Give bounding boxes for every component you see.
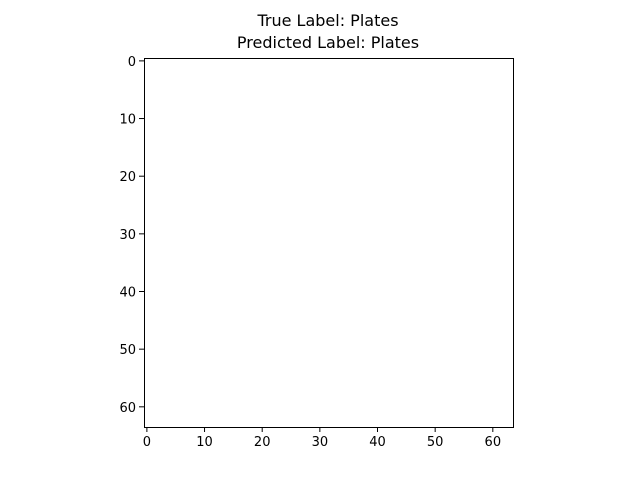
y-tick-label: 20	[119, 170, 136, 185]
x-tick-label: 50	[427, 435, 444, 450]
y-tick-label: 40	[119, 286, 136, 301]
plate-highlight	[285, 124, 378, 263]
chart-title-line-2: Predicted Label: Plates	[236, 33, 420, 52]
y-tick-label: 50	[119, 343, 136, 358]
x-tick-label: 0	[143, 435, 151, 450]
x-tick-label: 30	[312, 435, 329, 450]
shadow-patch	[144, 141, 228, 396]
chart-title-line-1: True Label: Plates	[257, 11, 399, 30]
x-axis: 0 10 20 30 40 50 60	[143, 427, 501, 450]
x-tick-label: 10	[196, 435, 213, 450]
y-axis: 0 10 20 30 40 50 60	[119, 55, 144, 416]
axes-frame	[144, 58, 514, 428]
y-tick-label: 10	[119, 113, 136, 128]
x-tick-label: 60	[485, 435, 502, 450]
y-tick-label: 60	[119, 401, 136, 416]
x-tick-label: 20	[254, 435, 271, 450]
image-display	[144, 58, 513, 427]
x-tick-label: 40	[369, 435, 386, 450]
y-tick-label: 0	[128, 55, 136, 70]
y-tick-label: 30	[119, 228, 136, 243]
